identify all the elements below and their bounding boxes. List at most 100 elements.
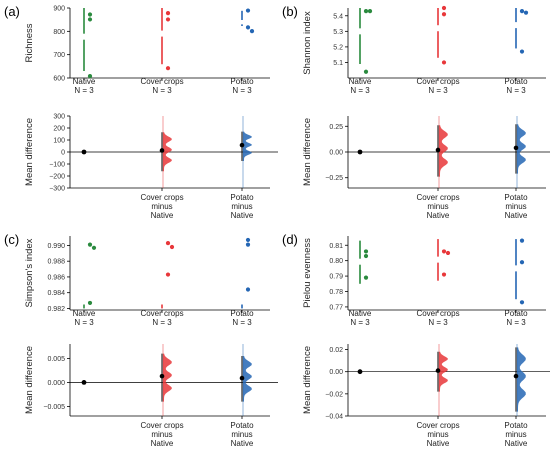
top-y-tick-label: 5.3 [333, 29, 343, 36]
diff-y-axis-label: Mean difference [302, 346, 313, 414]
data-point [165, 11, 171, 16]
data-point [445, 250, 451, 256]
data-point [363, 275, 369, 280]
data-point [245, 287, 251, 292]
mean-difference-point [513, 145, 519, 151]
bootstrap-distribution [243, 131, 252, 161]
top-y-axis-label: Simpson's index [24, 238, 35, 307]
group-n-label: N = 3 [152, 86, 172, 95]
top-y-tick-label: 800 [53, 29, 65, 36]
group-label: Native [73, 77, 96, 86]
data-point [363, 9, 369, 14]
top-y-axis-label: Shannon index [302, 11, 313, 75]
bootstrap-distribution [517, 347, 526, 412]
group-label: Native [349, 77, 372, 86]
group-n-label: N = 3 [232, 318, 252, 327]
diff-y-tick-label: −100 [49, 162, 65, 169]
comparison-label: minus [427, 202, 448, 211]
data-point [441, 5, 447, 11]
top-y-tick-label: 5.4 [333, 13, 343, 20]
top-y-axis-label: Richness [24, 23, 35, 62]
comparison-label: Native [427, 439, 450, 448]
top-y-tick-label: 600 [53, 76, 65, 83]
data-point [363, 253, 369, 259]
data-point [87, 300, 93, 306]
comparison-label: Native [427, 211, 450, 220]
reference-point [357, 369, 363, 375]
top-y-tick-label: 0.77 [329, 304, 343, 311]
comparison-label: Potato [230, 421, 254, 430]
reference-point [81, 149, 87, 155]
data-point [519, 260, 525, 265]
comparison-label: Native [505, 439, 528, 448]
data-point [519, 300, 525, 305]
diff-y-tick-label: 0.25 [329, 124, 343, 131]
group-label: Cover crops [140, 309, 183, 318]
group-n-label: N = 3 [428, 86, 448, 95]
top-y-tick-label: 700 [53, 52, 65, 59]
panel-c: (c) 0.982 0.984 0.986 0.988 0.990 Simpson's in… [4, 232, 278, 448]
diff-y-axis-label: Mean difference [24, 346, 35, 414]
bootstrap-distribution [439, 351, 448, 392]
group-n-label: N = 3 [506, 86, 526, 95]
comparison-label: minus [505, 202, 526, 211]
data-point [87, 17, 93, 22]
bootstrap-distribution [439, 125, 448, 177]
data-point [245, 242, 251, 247]
data-point [87, 242, 93, 247]
diff-y-tick-label: 200 [53, 126, 65, 133]
data-point [523, 10, 529, 15]
data-point [363, 69, 369, 74]
comparison-label: Native [151, 439, 174, 448]
group-n-label: N = 3 [428, 318, 448, 327]
diff-y-axis-label: Mean difference [302, 118, 313, 186]
diff-y-tick-label: 0.00 [329, 369, 343, 376]
group-n-label: N = 3 [350, 318, 370, 327]
reference-point [81, 380, 87, 385]
diff-y-tick-label: 0.00 [329, 150, 343, 157]
data-point [169, 244, 175, 250]
data-point [165, 66, 171, 71]
diff-y-tick-label: 0.000 [47, 380, 65, 387]
top-y-tick-label: 0.78 [329, 289, 343, 296]
data-point [363, 249, 369, 254]
reference-point [357, 149, 363, 155]
top-y-tick-label: 5.2 [333, 44, 343, 51]
group-label: Potato [230, 309, 254, 318]
data-point [441, 60, 447, 65]
diff-y-tick-label: 300 [53, 114, 65, 121]
mean-difference-point [435, 368, 441, 373]
comparison-label: Cover crops [416, 193, 459, 202]
comparison-label: Native [231, 439, 254, 448]
panel-label: (d) [282, 232, 298, 247]
top-y-tick-label: 5.1 [333, 60, 343, 67]
group-label: Potato [504, 309, 528, 318]
diff-y-tick-label: −0.04 [325, 414, 343, 421]
top-y-tick-label: 0.986 [47, 274, 65, 281]
top-y-tick-label: 0.982 [47, 306, 65, 313]
data-point [367, 9, 373, 14]
data-point [519, 238, 525, 243]
data-point [441, 272, 447, 277]
data-point [91, 245, 97, 250]
data-point [87, 74, 93, 79]
bootstrap-distribution [163, 353, 172, 402]
diff-y-tick-label: 0 [61, 150, 65, 157]
comparison-label: Native [505, 211, 528, 220]
bootstrap-distribution [517, 124, 526, 174]
diff-y-tick-label: 0.005 [47, 356, 65, 363]
mean-difference-point [513, 373, 519, 379]
mean-difference-point [159, 373, 165, 379]
group-label: Potato [230, 77, 254, 86]
data-point [87, 12, 93, 17]
comparison-label: minus [505, 430, 526, 439]
comparison-label: Cover crops [140, 421, 183, 430]
top-y-tick-label: 0.990 [47, 243, 65, 250]
data-point [519, 9, 525, 14]
comparison-label: Native [231, 211, 254, 220]
diff-y-axis-label: Mean difference [24, 118, 35, 186]
data-point [165, 240, 171, 246]
comparison-label: Potato [504, 193, 528, 202]
